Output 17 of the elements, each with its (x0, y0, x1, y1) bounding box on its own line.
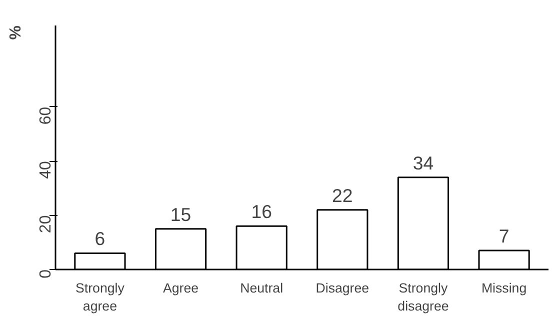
y-tick-label: 20 (38, 215, 54, 234)
x-tick-label: Strongly disagree (398, 280, 449, 314)
x-tick-label: Disagree (316, 280, 370, 296)
x-tick-label: Missing (481, 280, 527, 296)
y-tick-label: 40 (38, 160, 54, 179)
x-tick-label: Neutral (240, 280, 284, 296)
x-tick-label: Agree (162, 280, 199, 296)
data-label: 34 (412, 152, 434, 174)
data-label: 16 (251, 201, 272, 222)
data-label: 7 (498, 226, 510, 247)
data-label: 6 (94, 228, 106, 250)
data-label: 22 (332, 184, 353, 206)
x-tick-label: Strongly agree (76, 280, 125, 314)
y-tick-label: 60 (38, 106, 54, 125)
data-label: 15 (170, 204, 192, 225)
y-axis-title: % (8, 25, 24, 40)
y-tick-label: 0 (38, 269, 54, 278)
